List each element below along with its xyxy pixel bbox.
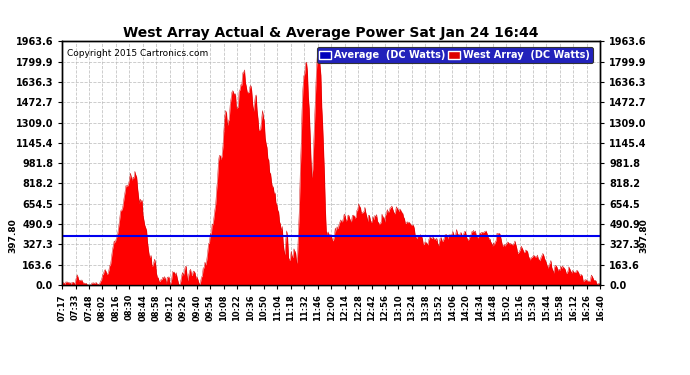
Text: 397.80: 397.80 — [9, 218, 18, 253]
Text: 397.80: 397.80 — [639, 218, 648, 253]
Text: Copyright 2015 Cartronics.com: Copyright 2015 Cartronics.com — [68, 49, 209, 58]
Legend: Average  (DC Watts), West Array  (DC Watts): Average (DC Watts), West Array (DC Watts… — [317, 47, 593, 63]
Title: West Array Actual & Average Power Sat Jan 24 16:44: West Array Actual & Average Power Sat Ja… — [124, 26, 539, 40]
